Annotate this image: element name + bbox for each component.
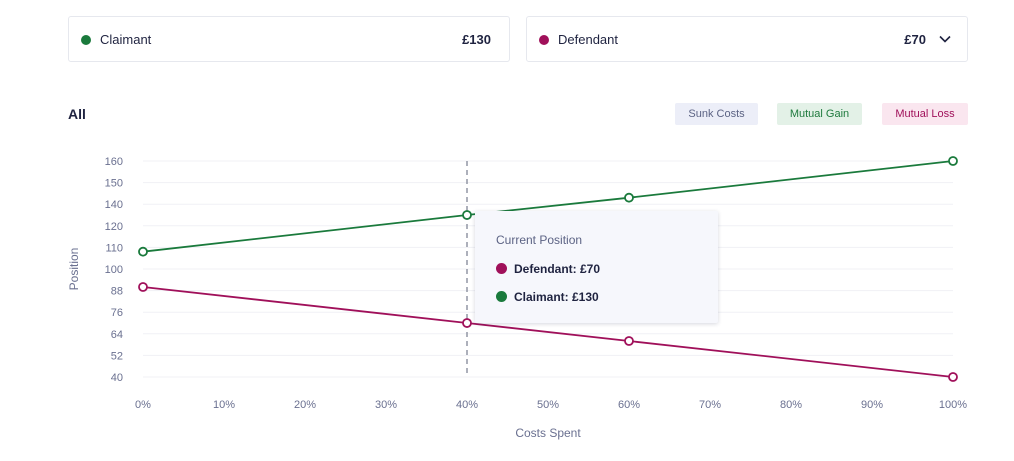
y-tick-label: 150: [105, 178, 123, 190]
y-tick-label: 160: [105, 156, 123, 168]
legend-sunk-costs[interactable]: Sunk Costs: [675, 103, 758, 125]
defendant-amount: £70: [904, 32, 926, 47]
current-position-tooltip: Current Position Defendant: £70 Claimant…: [475, 211, 718, 323]
filter-label[interactable]: All: [68, 106, 86, 122]
y-tick-label: 100: [105, 264, 123, 276]
legend-mutual-gain[interactable]: Mutual Gain: [777, 103, 862, 125]
x-tick-label: 20%: [294, 399, 316, 411]
y-tick-label: 64: [111, 329, 123, 341]
x-tick-label: 50%: [537, 399, 559, 411]
data-point-defendant[interactable]: [138, 282, 148, 292]
y-tick-label: 40: [111, 372, 123, 384]
tooltip-defendant-row: Defendant: £70: [496, 262, 600, 276]
x-tick-label: 40%: [456, 399, 478, 411]
x-axis-title: Costs Spent: [515, 426, 581, 440]
y-tick-label: 88: [111, 286, 123, 298]
tooltip-claimant-row: Claimant: £130: [496, 290, 599, 304]
x-tick-label: 10%: [213, 399, 235, 411]
data-point-claimant[interactable]: [624, 192, 634, 203]
data-point-claimant[interactable]: [948, 156, 958, 166]
tooltip-defendant-value: Defendant: £70: [514, 262, 601, 276]
x-tick-label: 0%: [135, 399, 151, 411]
defendant-label: Defendant: [558, 32, 618, 47]
claimant-amount: £130: [462, 32, 491, 47]
defendant-summary-card[interactable]: Defendant £70: [526, 16, 968, 62]
defendant-color-dot: [539, 35, 549, 45]
y-tick-label: 76: [111, 307, 123, 319]
chevron-down-icon[interactable]: [939, 35, 951, 43]
tooltip-title: Current Position: [496, 233, 583, 247]
x-tick-label: 70%: [699, 399, 721, 411]
legend-mutual-loss[interactable]: Mutual Loss: [882, 103, 968, 125]
y-tick-label: 110: [105, 242, 123, 254]
tooltip-defendant-dot: [496, 263, 507, 274]
data-point-defendant[interactable]: [948, 372, 958, 382]
tooltip-claimant-value: Claimant: £130: [514, 290, 599, 304]
data-point-claimant[interactable]: [138, 246, 148, 257]
claimant-color-dot: [81, 35, 91, 45]
data-point-defendant[interactable]: [462, 318, 472, 328]
x-tick-label: 60%: [618, 399, 640, 411]
claimant-label: Claimant: [100, 32, 152, 47]
tooltip-claimant-dot: [496, 291, 507, 302]
x-tick-label: 30%: [375, 399, 397, 411]
claimant-summary-card: Claimant £130: [68, 16, 510, 62]
x-tick-label: 80%: [780, 399, 802, 411]
y-tick-label: 52: [111, 350, 123, 362]
series-line-claimant: [142, 160, 954, 253]
x-tick-label: 90%: [861, 399, 883, 411]
x-tick-label: 100%: [939, 399, 967, 411]
y-tick-label: 140: [105, 199, 123, 211]
y-tick-label: 120: [105, 221, 123, 233]
series-line-defendant: [142, 286, 954, 378]
y-axis-title: Position: [67, 248, 81, 291]
data-point-claimant[interactable]: [462, 210, 472, 220]
data-point-defendant[interactable]: [624, 336, 634, 346]
